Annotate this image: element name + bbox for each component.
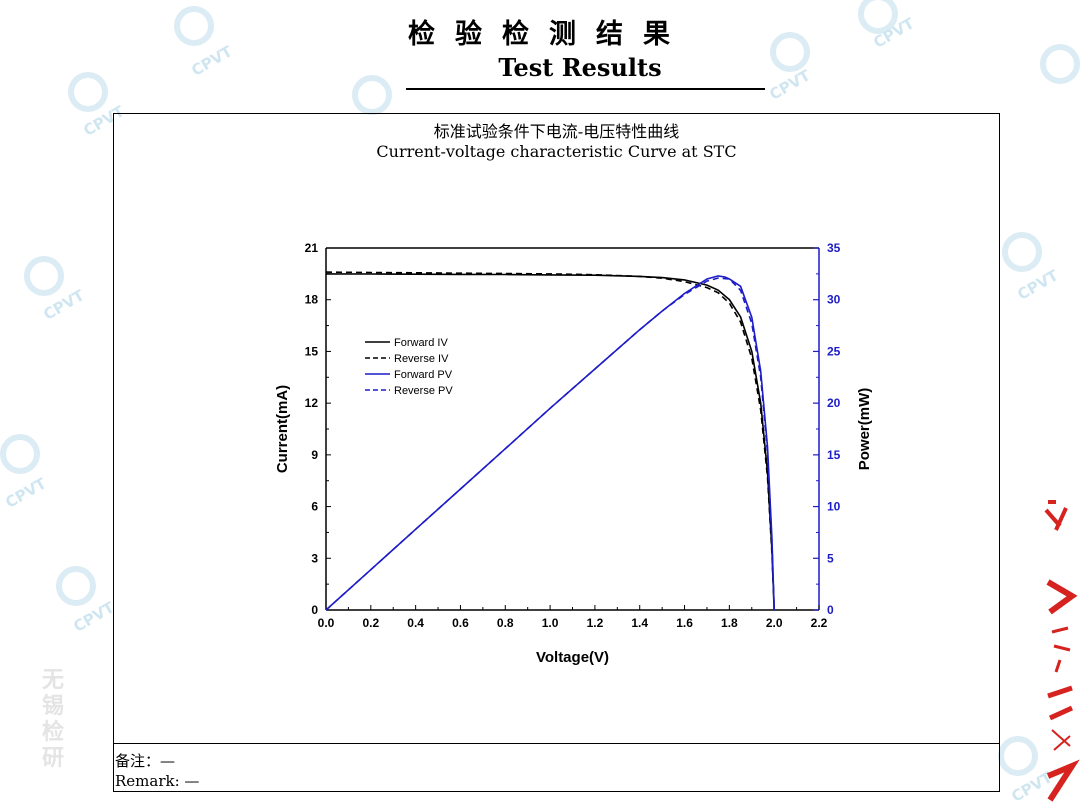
page-title-cn: 检验检测结果 (408, 19, 690, 50)
x-axis-title: Voltage(V) (536, 649, 609, 666)
x-tick-label: 1.4 (631, 616, 648, 630)
x-tick-label: 1.0 (542, 616, 559, 630)
series-line-reverse-pv (325, 277, 775, 611)
y-tick-label: 12 (305, 396, 319, 410)
y2-tick-label: 20 (827, 396, 841, 410)
remark-divider (113, 743, 1000, 744)
watermark-logo-icon (770, 32, 810, 72)
legend-label: Forward IV (394, 337, 448, 349)
watermark-logo-icon (0, 434, 40, 474)
watermark-logo-icon (56, 566, 96, 606)
remark-en: Remark: — (115, 772, 200, 790)
y-axis-title: Current(mA) (274, 385, 291, 473)
x-tick-label: 1.6 (676, 616, 693, 630)
x-tick-label: 2.0 (766, 616, 783, 630)
y-tick-label: 15 (305, 344, 319, 358)
remark-cn: 备注：— (115, 752, 176, 770)
series-line-forward-iv (325, 273, 775, 611)
y-tick-label: 9 (311, 448, 318, 462)
x-tick-label: 0.4 (407, 616, 424, 630)
watermark-logo-icon (1002, 232, 1042, 272)
y2-tick-label: 0 (827, 603, 834, 617)
results-frame (113, 113, 1000, 792)
title-underline (406, 88, 765, 90)
chart-subtitle: Current-voltage characteristic Curve at … (376, 142, 737, 161)
x-tick-label: 2.2 (811, 616, 828, 630)
x-tick-label: 1.2 (587, 616, 604, 630)
x-tick-label: 0.6 (452, 616, 469, 630)
x-tick-label: 0.0 (318, 616, 335, 630)
y2-tick-label: 25 (827, 344, 841, 358)
official-stamp (1044, 500, 1080, 802)
chart-title: 标准试验条件下电流-电压特性曲线 (433, 122, 680, 141)
y-tick-label: 6 (311, 500, 318, 514)
legend-label: Forward PV (394, 369, 453, 381)
watermark-logo-icon (24, 256, 64, 296)
watermark-logo-icon (998, 736, 1038, 776)
y-tick-label: 21 (305, 241, 319, 255)
y-tick-label: 18 (305, 293, 319, 307)
watermark-logo-icon (174, 6, 214, 46)
side-watermark-text: 无锡检研 (42, 668, 65, 771)
watermark-logo-icon (1040, 44, 1080, 84)
y-tick-label: 0 (311, 603, 318, 617)
watermark-logo-icon (68, 72, 108, 112)
x-tick-label: 0.2 (362, 616, 379, 630)
y2-axis-title: Power(mW) (856, 388, 873, 471)
y-tick-label: 3 (311, 551, 318, 565)
series-line-forward-pv (325, 275, 775, 611)
y2-tick-label: 35 (827, 241, 841, 255)
y2-tick-label: 30 (827, 293, 841, 307)
x-tick-label: 0.8 (497, 616, 514, 630)
page-title-en: Test Results (498, 53, 662, 82)
x-tick-label: 1.8 (721, 616, 738, 630)
watermark-logo-icon (352, 75, 392, 115)
y2-tick-label: 15 (827, 448, 841, 462)
watermark-logo-icon (858, 0, 898, 34)
y2-tick-label: 10 (827, 500, 841, 514)
legend-label: Reverse IV (394, 353, 449, 365)
legend-label: Reverse PV (394, 385, 453, 397)
y2-tick-label: 5 (827, 551, 834, 565)
series-line-reverse-iv (325, 271, 775, 611)
